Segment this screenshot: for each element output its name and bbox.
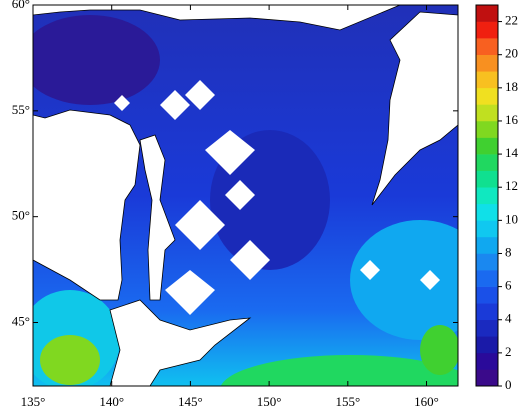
colorbar-band <box>476 104 498 122</box>
sea-ice <box>114 80 440 315</box>
x-tick-label: 140° <box>99 394 124 409</box>
colorbar-band <box>476 38 498 55</box>
x-tick-label: 150° <box>257 394 282 409</box>
y-tick-label: 45° <box>12 313 30 328</box>
colorbar-tick-label: 16 <box>505 112 519 127</box>
y-tick-label: 50° <box>12 208 30 223</box>
colorbar-tick-label: 10 <box>505 211 518 226</box>
colorbar-band <box>476 319 498 337</box>
colorbar-band <box>476 286 498 304</box>
colorbar-tick-label: 12 <box>505 178 518 193</box>
sakhalin <box>139 134 176 301</box>
colorbar-band <box>476 352 498 370</box>
colorbar-frame <box>475 4 499 387</box>
y-tick-label: 55° <box>12 102 30 117</box>
warm-water <box>350 220 458 340</box>
colorbar-band <box>476 369 498 387</box>
x-tick-label: 135° <box>21 394 46 409</box>
warm-water <box>220 355 458 386</box>
colorbar-band <box>476 154 498 171</box>
warm-water <box>40 335 100 385</box>
colorbar-band <box>476 54 498 72</box>
cold-water <box>33 15 160 105</box>
colorbar-band <box>476 220 498 238</box>
colorbar-band <box>476 137 498 155</box>
colorbar-tick-label: 0 <box>505 377 512 392</box>
colorbar-tick-label: 4 <box>505 311 512 326</box>
colorbar-tick-label: 14 <box>505 145 519 160</box>
x-tick-label: 160° <box>414 394 439 409</box>
colorbar-tick-label: 6 <box>505 278 512 293</box>
colorbar-band <box>476 270 498 287</box>
colorbar-tick-label: 8 <box>505 244 512 259</box>
colorbar-band <box>476 336 498 354</box>
colorbar-band <box>476 236 498 254</box>
map-area <box>33 5 458 386</box>
colorbar-tick-label: 20 <box>505 46 518 61</box>
colorbar-tick-label: 2 <box>505 344 512 359</box>
warm-water <box>420 325 458 375</box>
map-frame <box>32 4 459 387</box>
colorbar-tick-label: 18 <box>505 79 518 94</box>
colorbar-band <box>476 120 498 138</box>
colorbar-band <box>476 170 498 188</box>
colorbar-band <box>476 203 498 221</box>
x-tick-label: 155° <box>335 394 360 409</box>
land-west <box>33 109 141 301</box>
colorbar-tick-label: 22 <box>505 13 518 28</box>
colorbar-band <box>476 187 498 205</box>
colorbar-band <box>476 71 498 89</box>
colorbar-band <box>476 87 498 105</box>
y-tick-label: 60° <box>12 0 30 11</box>
colorbar-band <box>476 5 498 22</box>
colorbar-band <box>476 21 498 39</box>
x-tick-label: 145° <box>178 394 203 409</box>
colorbar-band <box>476 253 498 271</box>
colorbar-band <box>476 303 498 321</box>
land-north <box>33 5 458 206</box>
hokkaido <box>109 299 252 386</box>
